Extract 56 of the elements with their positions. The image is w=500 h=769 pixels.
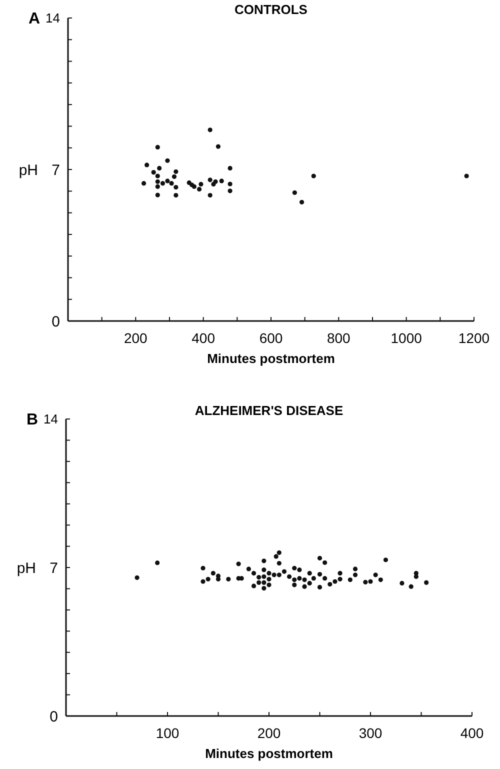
point xyxy=(174,169,178,174)
y-tick-label: 0 xyxy=(52,313,60,330)
x-tick-label: 200 xyxy=(257,725,281,741)
x-tick-label: 200 xyxy=(124,330,148,346)
point xyxy=(165,178,170,184)
point xyxy=(311,174,316,178)
point xyxy=(464,174,469,178)
text: B xyxy=(26,412,38,429)
point xyxy=(155,144,160,150)
y-axis-title: pH xyxy=(16,560,36,577)
point xyxy=(141,181,146,186)
point xyxy=(213,179,218,184)
x-tick-label: 800 xyxy=(326,330,351,346)
point xyxy=(174,192,178,198)
y-tick-label: 7 xyxy=(52,162,60,179)
point xyxy=(151,170,156,175)
point xyxy=(174,184,178,190)
chart-title: CONTROLS xyxy=(234,2,308,17)
x-tick-label: 100 xyxy=(156,725,180,741)
point xyxy=(155,179,160,184)
x-tick-label: 1000 xyxy=(390,330,422,346)
point xyxy=(219,178,224,184)
y-tick-label: 14 xyxy=(46,10,60,26)
point xyxy=(198,182,204,187)
point xyxy=(155,174,160,178)
point xyxy=(208,192,212,198)
point xyxy=(172,174,177,179)
y-axis-title: pH xyxy=(18,162,38,179)
x-tick-label: 400 xyxy=(192,330,216,346)
point xyxy=(292,190,297,195)
point xyxy=(155,184,160,189)
point xyxy=(144,162,150,168)
x-tick-label: 300 xyxy=(358,725,382,741)
point xyxy=(216,144,221,149)
x-tick-label: 1200 xyxy=(458,330,490,346)
point xyxy=(169,181,174,186)
x-tick-label: 600 xyxy=(259,330,283,346)
point xyxy=(196,186,202,192)
point xyxy=(208,128,212,132)
text: A xyxy=(28,10,40,28)
point xyxy=(157,166,162,170)
y-tick-label: 0 xyxy=(50,708,58,726)
point xyxy=(165,158,170,163)
point xyxy=(299,200,304,204)
chart-title: ALZHEIMER'S DISEASE xyxy=(194,403,344,418)
point xyxy=(228,166,232,170)
point xyxy=(160,181,166,186)
x-tick-label: 400 xyxy=(460,725,484,741)
point xyxy=(228,188,232,194)
x-axis-title: Minutes postmortem xyxy=(205,746,333,761)
point xyxy=(155,192,160,198)
point xyxy=(208,178,212,182)
y-tick-label: 14 xyxy=(44,412,58,427)
x-axis-title: Minutes postmortem xyxy=(207,351,335,366)
y-tick-label: 7 xyxy=(50,560,58,577)
point xyxy=(228,182,232,186)
